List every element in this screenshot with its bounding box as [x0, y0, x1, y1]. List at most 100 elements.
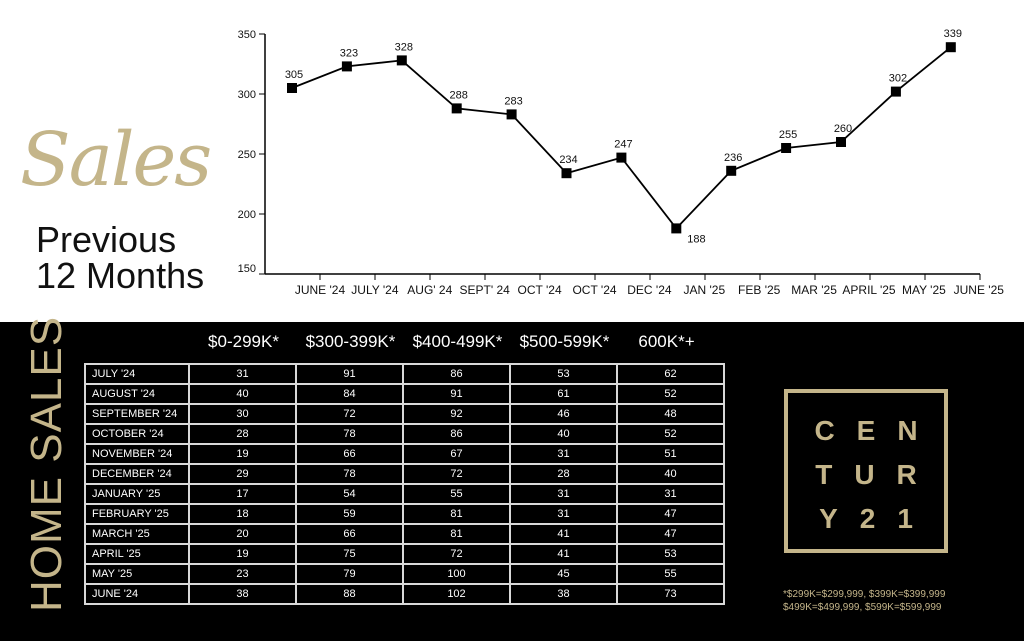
table-cell: 78 [295, 423, 404, 445]
table-cell: 52 [616, 383, 725, 405]
x-tick-label: JULY '24 [351, 283, 399, 297]
table-row: AUGUST '24 40 84 91 61 52 [84, 383, 725, 405]
table-cell: 59 [295, 503, 404, 525]
table-cell: 46 [509, 403, 618, 425]
data-label: 288 [450, 89, 468, 101]
data-label: 328 [395, 41, 413, 53]
data-label: 260 [834, 123, 852, 135]
row-label: AUGUST '24 [84, 383, 190, 405]
table-cell: 73 [616, 583, 725, 605]
row-label: MARCH '25 [84, 523, 190, 545]
row-label: JUNE '24 [84, 583, 190, 605]
row-label: FEBRUARY '25 [84, 503, 190, 525]
table-cell: 102 [402, 583, 511, 605]
data-point-marker [671, 223, 682, 234]
table-row: JUNE '24 38 88 102 38 73 [84, 583, 725, 605]
data-point-marker [287, 83, 297, 93]
table-cell: 31 [509, 443, 618, 465]
row-label: DECEMBER '24 [84, 463, 190, 485]
data-point-marker [451, 103, 462, 114]
table-cell: 40 [616, 463, 725, 485]
table-cell: 91 [295, 363, 404, 385]
data-point-marker [561, 168, 572, 179]
row-label: OCTOBER '24 [84, 423, 190, 445]
table-cell: 45 [509, 563, 618, 585]
row-label: APRIL '25 [84, 543, 190, 565]
x-tick-label: OCT '24 [518, 283, 562, 297]
table-cell: 72 [402, 463, 511, 485]
data-label: 302 [889, 73, 907, 85]
table-row: MAY '25 23 79 100 45 55 [84, 563, 725, 585]
table-row: NOVEMBER '24 19 66 67 31 51 [84, 443, 725, 465]
x-tick-label: MAR '25 [791, 283, 837, 297]
data-label: 305 [285, 69, 303, 81]
logo-line-1: CEN [814, 415, 940, 446]
subtitle: Previous 12 Months [36, 222, 204, 294]
table-cell: 92 [402, 403, 511, 425]
home-sales-table: JULY '24 31 91 86 53 62 AUGUST '24 40 84 91 61 52 SE… [84, 363, 725, 605]
table-cell: 53 [509, 363, 618, 385]
table-cell: 31 [188, 363, 297, 385]
x-tick-label: AUG' 24 [407, 283, 452, 297]
home-sales-section: HOME SALES $0-299K* $300-399K* $400-499K… [0, 316, 1024, 641]
data-point-marker [890, 86, 901, 97]
data-point-marker [341, 61, 352, 72]
table-row: APRIL '25 19 75 72 41 53 [84, 543, 725, 565]
column-header-400-499k: $400-499K* [412, 332, 503, 351]
subtitle-line-1: Previous [36, 219, 177, 260]
row-label: JANUARY '25 [84, 483, 190, 505]
x-tick-label: MAY '25 [902, 283, 946, 297]
x-tick-label: FEB '25 [738, 283, 781, 297]
y-tick-label: 250 [238, 149, 256, 161]
table-cell: 67 [402, 443, 511, 465]
table-cell: 66 [295, 443, 404, 465]
table-cell: 31 [509, 503, 618, 525]
table-cell: 78 [295, 463, 404, 485]
column-header-300-399k: $300-399K* [305, 332, 396, 351]
table-cell: 19 [188, 543, 297, 565]
data-point-marker [945, 42, 956, 53]
table-cell: 62 [616, 363, 725, 385]
table-cell: 84 [295, 383, 404, 405]
y-tick-label: 200 [238, 209, 256, 221]
table-cell: 17 [188, 483, 297, 505]
table-row: FEBRUARY '25 18 59 81 31 47 [84, 503, 725, 525]
logo-line-3: Y21 [819, 503, 935, 534]
table-cell: 61 [509, 383, 618, 405]
table-cell: 48 [616, 403, 725, 425]
table-cell: 72 [295, 403, 404, 425]
table-cell: 91 [402, 383, 511, 405]
footnote-line-1: *$299K=$299,999, $399K=$399,999 [783, 589, 946, 600]
home-sales-vertical-label: HOME SALES [22, 315, 71, 612]
table-cell: 81 [402, 523, 511, 545]
row-label: MAY '25 [84, 563, 190, 585]
sales-script-title: Sales [20, 117, 212, 203]
table-cell: 23 [188, 563, 297, 585]
table-cell: 40 [509, 423, 618, 445]
table-cell: 41 [509, 523, 618, 545]
table-cell: 51 [616, 443, 725, 465]
table-cell: 66 [295, 523, 404, 545]
table-row: DECEMBER '24 29 78 72 28 40 [84, 463, 725, 485]
table-cell: 88 [295, 583, 404, 605]
data-label: 236 [724, 152, 742, 164]
table-row: SEPTEMBER '24 30 72 92 46 48 [84, 403, 725, 425]
x-tick-label: JAN '25 [683, 283, 725, 297]
y-tick-label: 300 [238, 89, 256, 101]
data-label: 255 [779, 129, 797, 141]
table-cell: 47 [616, 523, 725, 545]
table-cell: 75 [295, 543, 404, 565]
footnote-line-2: $499K=$499,999, $599K=$599,999 [783, 602, 942, 613]
table-cell: 30 [188, 403, 297, 425]
table-cell: 52 [616, 423, 725, 445]
table-cell: 55 [402, 483, 511, 505]
table-cell: 28 [188, 423, 297, 445]
table-cell: 38 [509, 583, 618, 605]
x-tick-label: APRIL '25 [842, 283, 896, 297]
table-cell: 40 [188, 383, 297, 405]
table-cell: 20 [188, 523, 297, 545]
table-cell: 72 [402, 543, 511, 565]
table-cell: 54 [295, 483, 404, 505]
logo-line-2: TUR [815, 459, 939, 490]
data-label: 247 [614, 139, 632, 151]
